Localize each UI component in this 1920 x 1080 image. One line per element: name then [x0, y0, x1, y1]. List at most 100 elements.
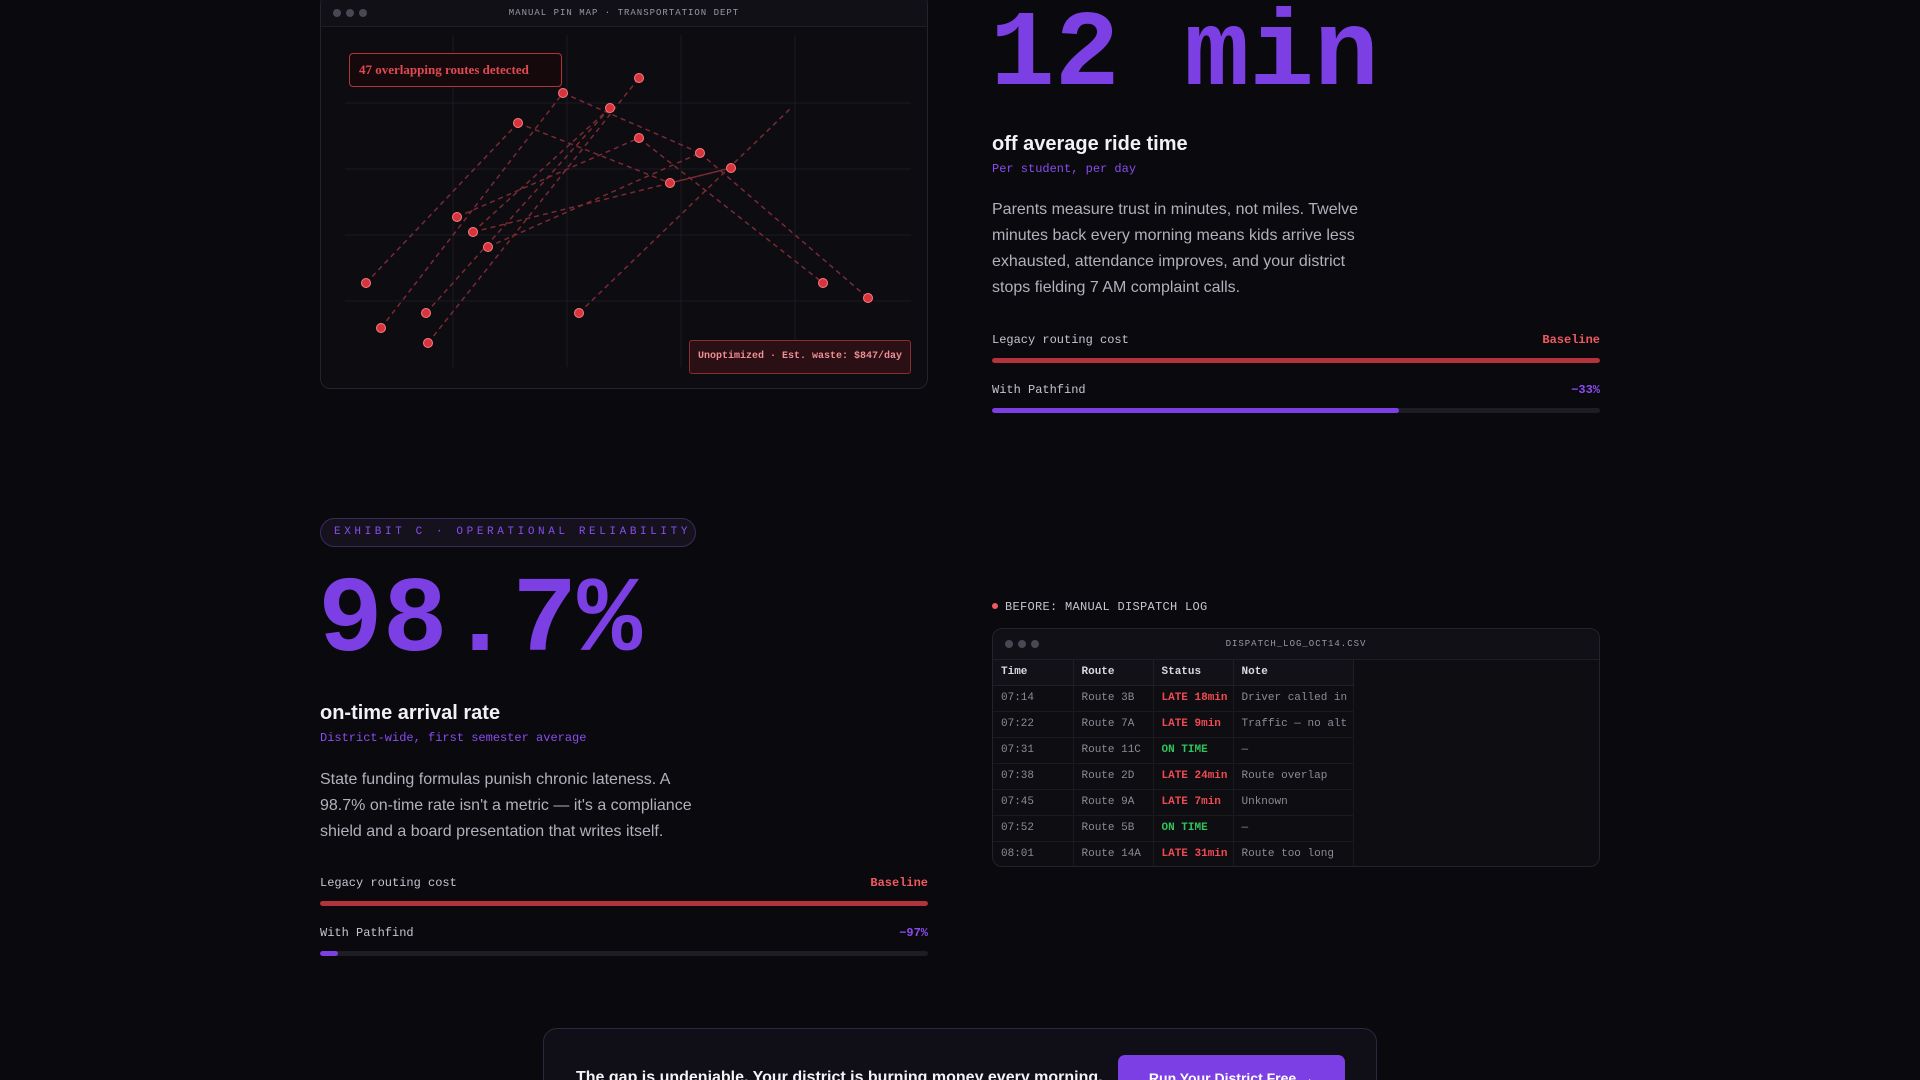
cell-status: LATE 24min — [1153, 763, 1234, 790]
run-district-free-button[interactable]: Run Your District Free → — [1118, 1055, 1345, 1080]
cell-route: Route 11C — [1073, 737, 1154, 764]
route-pin — [695, 148, 705, 158]
pathfind-cost-label: With Pathfind — [320, 926, 414, 940]
cell-route: Route 2D — [1073, 763, 1154, 790]
window-dot-icon — [1031, 640, 1039, 648]
cell-note: Unknown — [1233, 789, 1354, 816]
ride-time-title: off average ride time — [992, 133, 1188, 155]
dispatch-log-window: DISPATCH_LOG_OCT14.CSV Time Route Status… — [992, 628, 1600, 867]
route-pin — [863, 293, 873, 303]
pathfind-cost-bar — [320, 951, 928, 956]
legacy-cost-value: Baseline — [870, 876, 928, 890]
cell-status: LATE 31min — [1153, 841, 1234, 866]
dispatch-log-table: Time Route Status Note 07:14 Route 3B LATE… — [993, 660, 1354, 866]
table-row: 07:52 Route 5B ON TIME — — [993, 815, 1354, 842]
route-lines — [365, 77, 869, 344]
status-dot-icon — [992, 603, 998, 609]
window-dot-icon — [1018, 640, 1026, 648]
table-row: 07:45 Route 9A LATE 7min Unknown — [993, 789, 1354, 816]
overlap-warning-badge: 47 overlapping routes detected — [349, 53, 562, 87]
cell-note: Route overlap — [1233, 763, 1354, 790]
route-pin — [558, 88, 568, 98]
route-pin — [665, 178, 675, 188]
route-pin — [634, 133, 644, 143]
window-dot-icon — [333, 8, 341, 17]
cta-banner: The gap is undeniable. Your district is … — [543, 1028, 1377, 1080]
route-pin — [513, 118, 523, 128]
cell-status: LATE 9min — [1153, 711, 1234, 738]
cell-status: LATE 7min — [1153, 789, 1234, 816]
ride-time-body: Parents measure trust in minutes, not mi… — [992, 201, 1359, 296]
cell-route: Route 5B — [1073, 815, 1154, 842]
legacy-cost-value: Baseline — [1542, 333, 1600, 347]
column-header-status: Status — [1153, 660, 1234, 686]
cell-time: 07:22 — [993, 711, 1074, 738]
cell-status: ON TIME — [1153, 737, 1234, 764]
route-pins — [361, 73, 873, 348]
ride-time-subtitle: Per student, per day — [992, 162, 1137, 176]
cell-time: 07:14 — [993, 685, 1074, 712]
cell-note: Route too long — [1233, 841, 1354, 866]
legacy-cost-label: Legacy routing cost — [320, 876, 457, 890]
route-overlap-map — [345, 35, 911, 367]
pathfind-cost-bar — [992, 408, 1600, 413]
on-time-rate-body: State funding formulas punish chronic la… — [320, 771, 692, 840]
route-pin — [605, 103, 615, 113]
ride-time-comparison: Legacy routing cost Baseline With Pathfi… — [992, 333, 1600, 433]
dispatch-log-filename: DISPATCH_LOG_OCT14.CSV — [1225, 639, 1367, 649]
window-dot-icon — [359, 8, 367, 17]
on-time-rate-subtitle: District-wide, first semester average — [320, 731, 587, 745]
table-row: 07:14 Route 3B LATE 18min Driver called in — [993, 685, 1354, 712]
window-dot-icon — [1005, 640, 1013, 648]
route-pin — [452, 212, 462, 222]
map-grid — [345, 35, 911, 367]
route-pin — [423, 338, 433, 348]
route-pin — [726, 163, 736, 173]
route-pin — [483, 242, 493, 252]
route-pin — [634, 73, 644, 83]
cell-route: Route 3B — [1073, 685, 1154, 712]
table-row: 07:31 Route 11C ON TIME — — [993, 737, 1354, 764]
dispatch-log-label: BEFORE: MANUAL DISPATCH LOG — [992, 600, 1208, 614]
cell-time: 07:52 — [993, 815, 1074, 842]
cell-time: 07:38 — [993, 763, 1074, 790]
ride-time-stat: 12 min — [990, 0, 1379, 117]
table-header-row: Time Route Status Note — [993, 660, 1354, 686]
route-pin — [574, 308, 584, 318]
on-time-rate-title: on-time arrival rate — [320, 702, 501, 724]
cell-note: — — [1233, 737, 1354, 764]
pathfind-cost-label: With Pathfind — [992, 383, 1086, 397]
cell-status: LATE 18min — [1153, 685, 1234, 712]
waste-estimate-badge: Unoptimized · Est. waste: $847/day — [689, 340, 911, 374]
reliability-comparison: Legacy routing cost Baseline With Pathfi… — [320, 876, 928, 976]
cell-note: Driver called in — [1233, 685, 1354, 712]
cell-route: Route 9A — [1073, 789, 1154, 816]
route-pin — [468, 227, 478, 237]
route-pin — [421, 308, 431, 318]
table-row: 08:01 Route 14A LATE 31min Route too long — [993, 841, 1354, 866]
window-dot-icon — [346, 8, 354, 17]
legacy-cost-bar — [992, 358, 1600, 363]
pathfind-cost-value: −33% — [1571, 383, 1600, 397]
cell-route: Route 14A — [1073, 841, 1154, 866]
pin-map-window: MANUAL PIN MAP · TRANSPORTATION DEPT — [320, 0, 928, 389]
cell-note: Traffic — no alt — [1233, 711, 1354, 738]
table-row: 07:38 Route 2D LATE 24min Route overlap — [993, 763, 1354, 790]
column-header-time: Time — [993, 660, 1074, 686]
column-header-note: Note — [1233, 660, 1354, 686]
exhibit-c-pill: EXHIBIT C · OPERATIONAL RELIABILITY — [320, 518, 696, 547]
window-title-bar: MANUAL PIN MAP · TRANSPORTATION DEPT — [321, 0, 927, 27]
cell-time: 07:45 — [993, 789, 1074, 816]
dispatch-log-label-text: BEFORE: MANUAL DISPATCH LOG — [1005, 600, 1208, 614]
legacy-cost-label: Legacy routing cost — [992, 333, 1129, 347]
cell-time: 07:31 — [993, 737, 1074, 764]
on-time-rate-stat: 98.7% — [318, 561, 643, 683]
route-pin — [376, 323, 386, 333]
cell-status: ON TIME — [1153, 815, 1234, 842]
route-pin — [361, 278, 371, 288]
table-row: 07:22 Route 7A LATE 9min Traffic — no alt — [993, 711, 1354, 738]
pathfind-cost-value: −97% — [899, 926, 928, 940]
cell-route: Route 7A — [1073, 711, 1154, 738]
pin-map-title: MANUAL PIN MAP · TRANSPORTATION DEPT — [508, 7, 740, 18]
